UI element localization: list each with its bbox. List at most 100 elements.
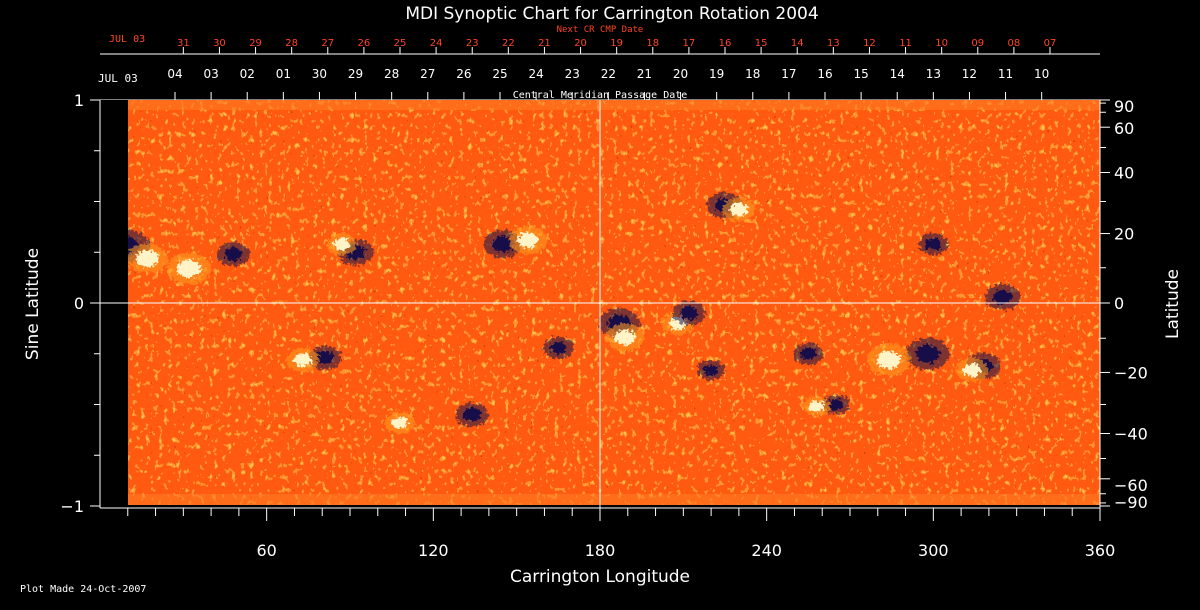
cmp-tick-label: 11 [998,67,1013,81]
cmp-tick-label: 21 [637,67,652,81]
cmp-tick-label: 12 [962,67,977,81]
cmp-tick-label: 17 [781,67,796,81]
y-right-tick-label: −90 [1114,493,1148,512]
left-axis-label: Sine Latitude [23,248,43,360]
y-right-tick-label: −40 [1114,424,1148,443]
positive-region [136,249,159,267]
polar-band-south [128,494,1100,505]
negative-region [993,289,1013,305]
red-tick-label: 29 [249,38,262,49]
positive-region [392,416,408,429]
y-right-tick-label: −20 [1114,363,1148,382]
cmp-tick-label: 19 [709,67,724,81]
top-axis-red-start-label: JUL 03 [109,34,145,45]
y-right-tick-label: 90 [1114,97,1134,116]
top-axis-next-cr: Next CR CMP Date JUL 03 31 30 29 28 27 26 25 24… [100,25,1100,55]
cmp-tick-label: 18 [745,67,760,81]
negative-region [680,306,698,320]
left-axis: 1 0 −1 [60,91,100,516]
cmp-tick-label: 20 [673,67,688,81]
red-tick-label: 23 [466,38,479,49]
positive-region [876,350,901,369]
red-tick-label: 20 [574,38,587,49]
positive-region [730,203,748,217]
y-left-tick-label: −1 [60,497,84,516]
y-right-tick-label: 40 [1114,164,1134,183]
red-tick-label: 13 [827,38,840,49]
x-tick-label: 60 [256,541,276,560]
cmp-tick-label: 24 [528,67,543,81]
positive-region [176,259,201,278]
cmp-tick-label: 27 [420,67,435,81]
cmp-tick-label: 26 [456,67,471,81]
red-tick-label: 24 [430,38,443,49]
top-axis-cmp: JUL 03 Central Meridian Passage Date 04 0… [98,67,1100,101]
x-tick-label: 120 [418,541,449,560]
negative-region [492,236,514,252]
red-tick-label: 21 [538,38,551,49]
top-axis-red-ticks: 31 30 29 28 27 26 25 24 23 22 21 20 19 18 17 16 15 14 13 12… [177,38,1056,54]
bottom-axis: 60 120 180 240 300 360 [127,508,1116,560]
active-regions [128,192,1021,434]
cmp-tick-label: 01 [276,67,291,81]
plot-made-note: Plot Made 24-Oct-2007 [20,584,146,595]
cmp-tick-label: 03 [203,67,218,81]
negative-region [463,408,482,422]
red-tick-label: 14 [791,38,804,49]
red-tick-label: 08 [1008,38,1021,49]
positive-region [963,363,982,377]
x-tick-label: 240 [751,541,782,560]
red-tick-label: 15 [755,38,768,49]
right-axis-label: Latitude [1163,269,1183,339]
red-tick-label: 09 [971,38,984,49]
red-tick-label: 27 [321,38,334,49]
y-right-tick-label: 0 [1114,294,1124,313]
red-tick-label: 22 [502,38,515,49]
plot-area [99,100,1101,509]
plot-frame-left-pad [100,100,128,508]
positive-region [293,353,312,367]
y-right-tick-label: 60 [1114,119,1134,138]
red-tick-label: 11 [899,38,912,49]
x-tick-label: 300 [918,541,949,560]
y-right-tick-label: 20 [1114,225,1134,244]
negative-region [224,247,243,261]
top-axis-title: Central Meridian Passage Date [513,90,688,101]
top-axis-ticks: 04 03 02 01 30 29 28 27 26 25 24 23 22 21 20 19 18 17 16 15… [167,67,1049,100]
red-tick-label: 30 [213,38,226,49]
negative-region [800,347,817,360]
red-tick-label: 28 [285,38,298,49]
cmp-tick-label: 02 [240,67,255,81]
top-axis-red-title: Next CR CMP Date [557,25,644,35]
polar-band-north [128,100,1100,110]
negative-region [550,341,567,354]
negative-region [925,238,942,251]
x-tick-label: 360 [1085,541,1116,560]
cmp-tick-label: 30 [312,67,327,81]
red-tick-label: 26 [358,38,371,49]
positive-region [809,401,824,412]
top-axis-start-label: JUL 03 [98,72,138,85]
red-tick-label: 16 [719,38,732,49]
cmp-tick-label: 15 [853,67,868,81]
y-right-tick-label: −60 [1114,476,1148,495]
cmp-tick-label: 04 [167,67,182,81]
cmp-tick-label: 29 [348,67,363,81]
red-tick-label: 19 [610,38,623,49]
cmp-tick-label: 13 [926,67,941,81]
cmp-tick-label: 28 [384,67,399,81]
negative-region [703,364,719,376]
positive-region [333,238,350,251]
x-axis-label: Carrington Longitude [510,567,690,587]
cmp-tick-label: 16 [817,67,832,81]
cmp-tick-label: 22 [601,67,616,81]
right-axis: 90 60 40 20 0 −20 −40 −60−90 [1100,97,1148,512]
y-left-tick-label: 1 [74,91,84,110]
red-tick-label: 17 [683,38,696,49]
cmp-tick-label: 14 [890,67,905,81]
negative-region [828,399,844,410]
red-tick-label: 31 [177,38,190,49]
red-tick-label: 12 [863,38,876,49]
red-tick-label: 07 [1044,38,1057,49]
